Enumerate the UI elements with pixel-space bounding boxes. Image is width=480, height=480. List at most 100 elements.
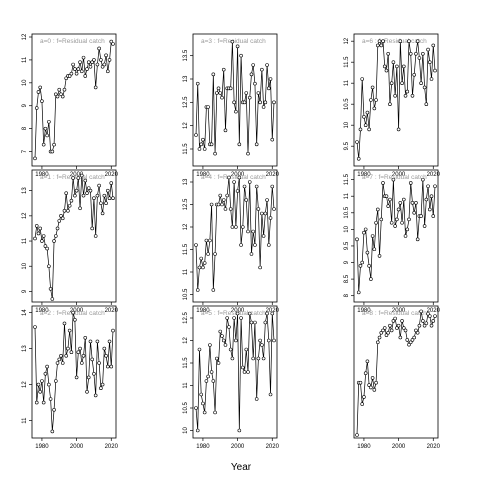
data-point bbox=[415, 39, 420, 44]
data-point bbox=[396, 323, 401, 328]
data-point bbox=[57, 219, 62, 223]
data-point bbox=[395, 64, 399, 69]
data-point bbox=[57, 357, 62, 362]
y-tick-label: 10 bbox=[22, 262, 28, 269]
data-point bbox=[107, 339, 112, 344]
data-point bbox=[74, 188, 79, 193]
data-point bbox=[260, 67, 264, 72]
data-point bbox=[90, 357, 94, 362]
panel-a1: a=1 : f=Residual catch910111213198020002… bbox=[22, 169, 119, 314]
data-point bbox=[431, 43, 436, 48]
data-point bbox=[202, 147, 207, 151]
data-point bbox=[220, 334, 224, 338]
data-point bbox=[389, 81, 394, 85]
data-point bbox=[41, 400, 46, 405]
data-point bbox=[244, 347, 249, 352]
data-point bbox=[260, 343, 264, 347]
data-point bbox=[47, 382, 51, 387]
data-point bbox=[369, 277, 373, 281]
data-point bbox=[393, 316, 397, 321]
data-point bbox=[407, 342, 411, 347]
data-point bbox=[254, 142, 259, 147]
data-point bbox=[386, 330, 391, 335]
data-point bbox=[355, 140, 359, 144]
data-point bbox=[102, 62, 107, 67]
data-point bbox=[389, 220, 394, 225]
data-point bbox=[52, 142, 56, 147]
data-point bbox=[237, 175, 242, 180]
data-point bbox=[52, 407, 56, 412]
data-point bbox=[99, 201, 103, 206]
data-point bbox=[388, 197, 392, 202]
data-point bbox=[263, 211, 268, 216]
panel-frame bbox=[353, 305, 439, 439]
data-point bbox=[395, 217, 399, 222]
y-tick-label: 11 bbox=[22, 237, 28, 244]
y-tick-label: 13 bbox=[22, 187, 28, 194]
data-point bbox=[244, 198, 249, 202]
panel-frame bbox=[192, 169, 278, 303]
series-line bbox=[195, 41, 275, 154]
data-point bbox=[33, 325, 37, 329]
data-point bbox=[268, 216, 273, 220]
y-tick-label: 12 bbox=[183, 337, 189, 344]
data-point bbox=[83, 74, 88, 78]
data-point bbox=[251, 63, 255, 67]
data-point bbox=[211, 379, 216, 383]
data-point bbox=[265, 198, 269, 202]
panel-title: a=6 : f=Residual catch bbox=[362, 38, 427, 45]
data-point bbox=[405, 338, 410, 342]
data-point bbox=[213, 410, 217, 415]
data-point bbox=[234, 109, 238, 114]
data-point bbox=[400, 81, 404, 85]
data-point bbox=[384, 194, 389, 199]
data-point bbox=[258, 100, 262, 105]
data-point bbox=[69, 350, 74, 355]
data-point bbox=[237, 428, 242, 433]
data-point bbox=[36, 231, 41, 236]
data-point bbox=[372, 388, 377, 392]
data-point bbox=[419, 214, 423, 218]
data-point bbox=[422, 224, 427, 228]
data-point bbox=[225, 193, 229, 198]
data-point bbox=[239, 316, 243, 320]
data-point bbox=[421, 51, 425, 56]
data-point bbox=[93, 85, 98, 90]
data-point bbox=[401, 326, 406, 330]
data-point bbox=[372, 247, 377, 252]
data-point bbox=[48, 397, 53, 401]
data-point bbox=[388, 323, 392, 328]
data-point bbox=[407, 217, 411, 222]
data-point bbox=[211, 288, 216, 292]
data-point bbox=[424, 197, 429, 202]
data-point bbox=[201, 265, 205, 270]
data-point bbox=[403, 94, 408, 98]
data-point bbox=[372, 106, 377, 111]
data-point bbox=[33, 156, 37, 161]
data-point bbox=[194, 133, 198, 137]
data-point bbox=[379, 330, 384, 335]
data-point bbox=[256, 356, 261, 361]
panel-a5: a=5 : f=Residual catch 10 10.5 11 11.5 12 12.5… bbox=[183, 305, 280, 450]
y-tick-label: 11 bbox=[183, 268, 189, 275]
data-point bbox=[215, 356, 219, 361]
data-point bbox=[360, 402, 365, 406]
data-point bbox=[218, 329, 223, 334]
data-point bbox=[374, 220, 378, 225]
data-point bbox=[109, 364, 114, 369]
data-point bbox=[254, 397, 259, 401]
data-point bbox=[401, 197, 406, 202]
data-point bbox=[247, 311, 252, 316]
data-point bbox=[216, 361, 221, 365]
data-point bbox=[36, 382, 41, 387]
data-point bbox=[59, 353, 63, 358]
data-point bbox=[83, 335, 88, 340]
data-point bbox=[433, 184, 437, 189]
data-point bbox=[256, 207, 261, 211]
data-point bbox=[389, 328, 394, 333]
data-point bbox=[225, 316, 229, 320]
data-point bbox=[261, 356, 266, 361]
data-point bbox=[382, 326, 387, 330]
data-point bbox=[261, 105, 266, 109]
